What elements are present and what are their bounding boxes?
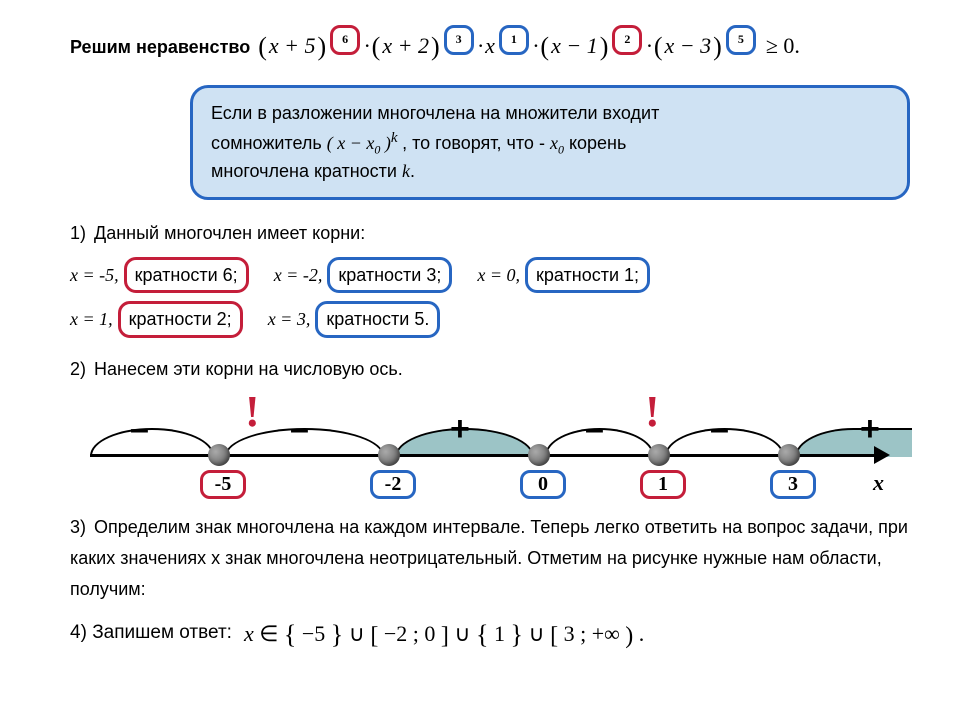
sign-label: +	[860, 410, 880, 449]
info-line3: многочлена кратности k.	[211, 158, 889, 185]
mult-pill: кратности 6;	[124, 257, 249, 294]
axis-point-label: -5	[200, 470, 246, 499]
sign-label: –	[130, 410, 149, 449]
axis-point	[378, 444, 400, 466]
attention-icon: !	[245, 386, 260, 437]
attention-icon: !	[645, 386, 660, 437]
exp-badge-6: 6	[330, 25, 360, 55]
mult-pill: кратности 1;	[525, 257, 650, 294]
sign-label: –	[710, 410, 729, 449]
step-3: 3)Определим знак многочлена на каждом ин…	[70, 512, 910, 604]
axis-x-label: x	[873, 470, 884, 496]
axis-point	[208, 444, 230, 466]
info-box: Если в разложении многочлена на множител…	[190, 85, 910, 201]
answer-expression: x ∈ { −5 } ∪ [ −2 ; 0 ] ∪ { 1 } ∪ [ 3 ; …	[244, 618, 644, 648]
title-row: Решим неравенство (x + 5)6· (x + 2)3· x1…	[70, 30, 910, 65]
mult-pill: кратности 5.	[315, 301, 440, 338]
exp-badge-5: 5	[726, 25, 756, 55]
axis-point-label: 0	[520, 470, 566, 499]
axis-point	[778, 444, 800, 466]
mult-pill: кратности 3;	[327, 257, 452, 294]
interval-negative	[90, 428, 214, 456]
mult-pill: кратности 2;	[118, 301, 243, 338]
axis-point-label: -2	[370, 470, 416, 499]
sign-label: –	[290, 410, 309, 449]
interval-positive-end	[795, 428, 912, 457]
axis-point-label: 1	[640, 470, 686, 499]
inequality: (x + 5)6· (x + 2)3· x1· (x − 1)2· (x − 3…	[258, 30, 800, 65]
info-line1: Если в разложении многочлена на множител…	[211, 100, 889, 127]
step-1-roots-row1: x = -5, кратности 6; x = -2, кратности 3…	[70, 257, 910, 294]
axis-point-label: 3	[770, 470, 816, 499]
axis-point	[528, 444, 550, 466]
info-line2: сомножитель ( x − x0 )k , то говорят, чт…	[211, 127, 889, 159]
step-2: 2)Нанесем эти корни на числовую ось.	[70, 354, 910, 385]
exp-badge-1: 1	[499, 25, 529, 55]
sign-label: –	[585, 410, 604, 449]
title: Решим неравенство	[70, 37, 250, 58]
number-line: -5-2013 ––+––+ !! x	[90, 404, 890, 504]
sign-label: +	[450, 410, 470, 449]
step-1: 1)Данный многочлен имеет корни:	[70, 218, 910, 249]
step-4: 4) Запишем ответ: x ∈ { −5 } ∪ [ −2 ; 0 …	[70, 618, 910, 648]
exp-badge-2: 2	[612, 25, 642, 55]
exp-badge-3: 3	[444, 25, 474, 55]
step-1-roots-row2: x = 1, кратности 2; x = 3, кратности 5.	[70, 301, 910, 338]
axis-point	[648, 444, 670, 466]
